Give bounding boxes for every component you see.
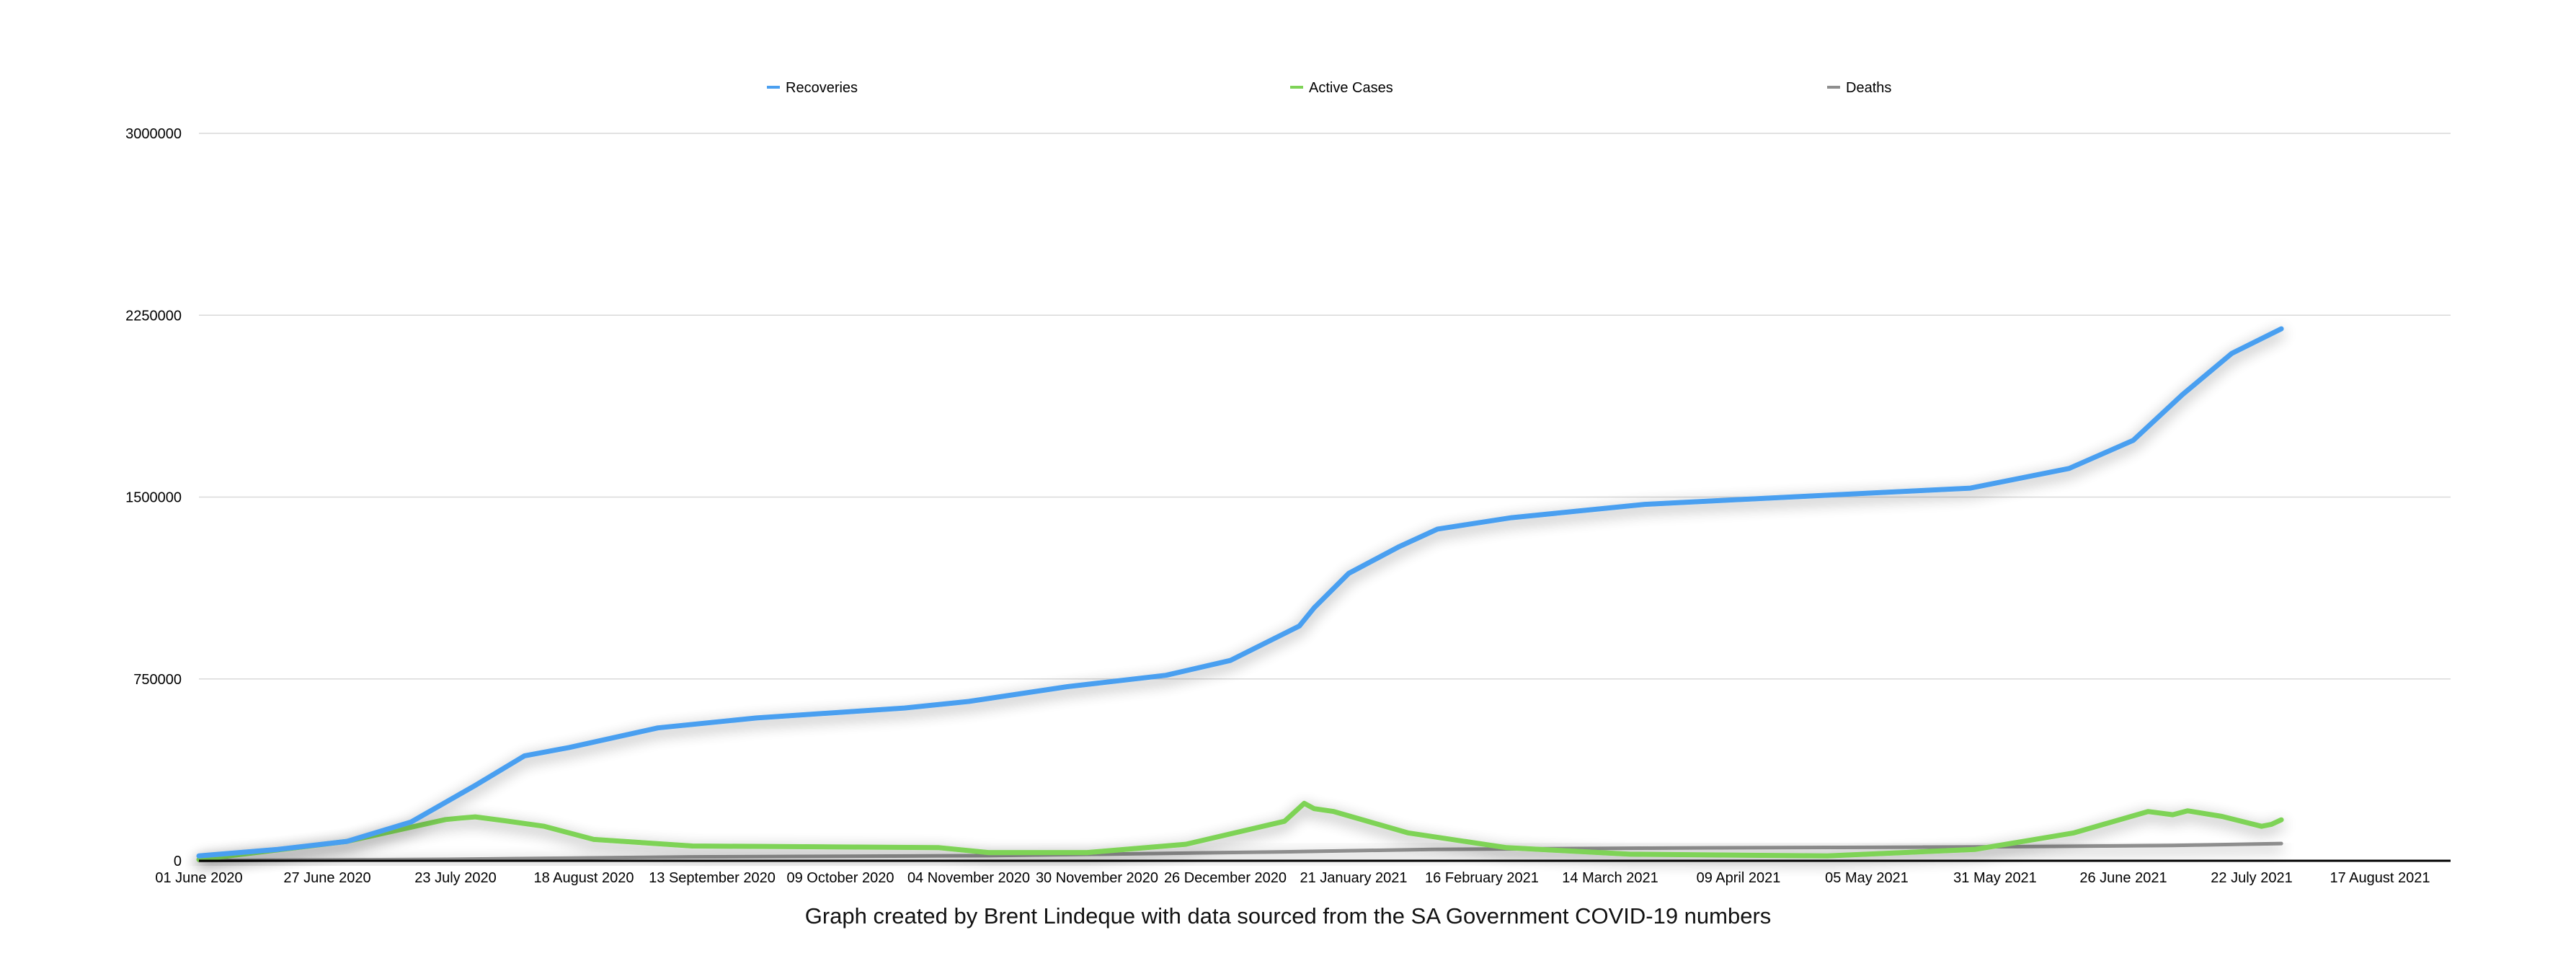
series-line-active-cases: [196, 800, 2284, 862]
x-tick-label: 26 December 2020: [1164, 870, 1287, 886]
legend: Recoveries Active Cases Deaths: [767, 80, 1891, 96]
x-tick-label: 21 January 2021: [1300, 870, 1407, 886]
y-tick-label: 3000000: [125, 126, 182, 142]
series-lines: [196, 326, 2284, 863]
legend-label-active-cases: Active Cases: [1309, 80, 1393, 96]
x-tick-label: 04 November 2020: [907, 870, 1030, 886]
legend-label-deaths: Deaths: [1846, 80, 1891, 96]
x-tick-label: 23 July 2020: [414, 870, 496, 886]
x-tick-label: 31 May 2021: [1953, 870, 2037, 886]
y-tick-label: 2250000: [125, 308, 182, 324]
x-tick-label: 16 February 2021: [1425, 870, 1539, 886]
x-tick-label: 30 November 2020: [1036, 870, 1158, 886]
series-line-recoveries: [196, 326, 2284, 859]
gridlines: [199, 133, 2451, 680]
y-axis-ticks: 0 750000 1500000 2250000 3000000: [125, 126, 182, 869]
y-tick-label: 0: [174, 854, 182, 869]
legend-label-recoveries: Recoveries: [786, 80, 858, 96]
x-tick-label: 22 July 2021: [2211, 870, 2292, 886]
x-tick-label: 26 June 2021: [2079, 870, 2167, 886]
x-tick-label: 13 September 2020: [649, 870, 776, 886]
x-tick-label: 18 August 2020: [533, 870, 634, 886]
x-tick-label: 09 April 2021: [1697, 870, 1781, 886]
x-tick-label: 14 March 2021: [1562, 870, 1658, 886]
x-tick-label: 05 May 2021: [1825, 870, 1909, 886]
x-tick-label: 09 October 2020: [787, 870, 894, 886]
x-tick-label: 27 June 2020: [283, 870, 370, 886]
series-line-deaths: [197, 841, 2283, 863]
y-tick-label: 1500000: [125, 490, 182, 506]
y-tick-label: 750000: [133, 672, 182, 688]
chart-caption: Graph created by Brent Lindeque with dat…: [805, 903, 1772, 929]
x-tick-label: 17 August 2021: [2329, 870, 2430, 886]
x-tick-label: 01 June 2020: [155, 870, 242, 886]
x-axis-ticks: 01 June 2020 27 June 2020 23 July 2020 18 A…: [155, 870, 2430, 886]
